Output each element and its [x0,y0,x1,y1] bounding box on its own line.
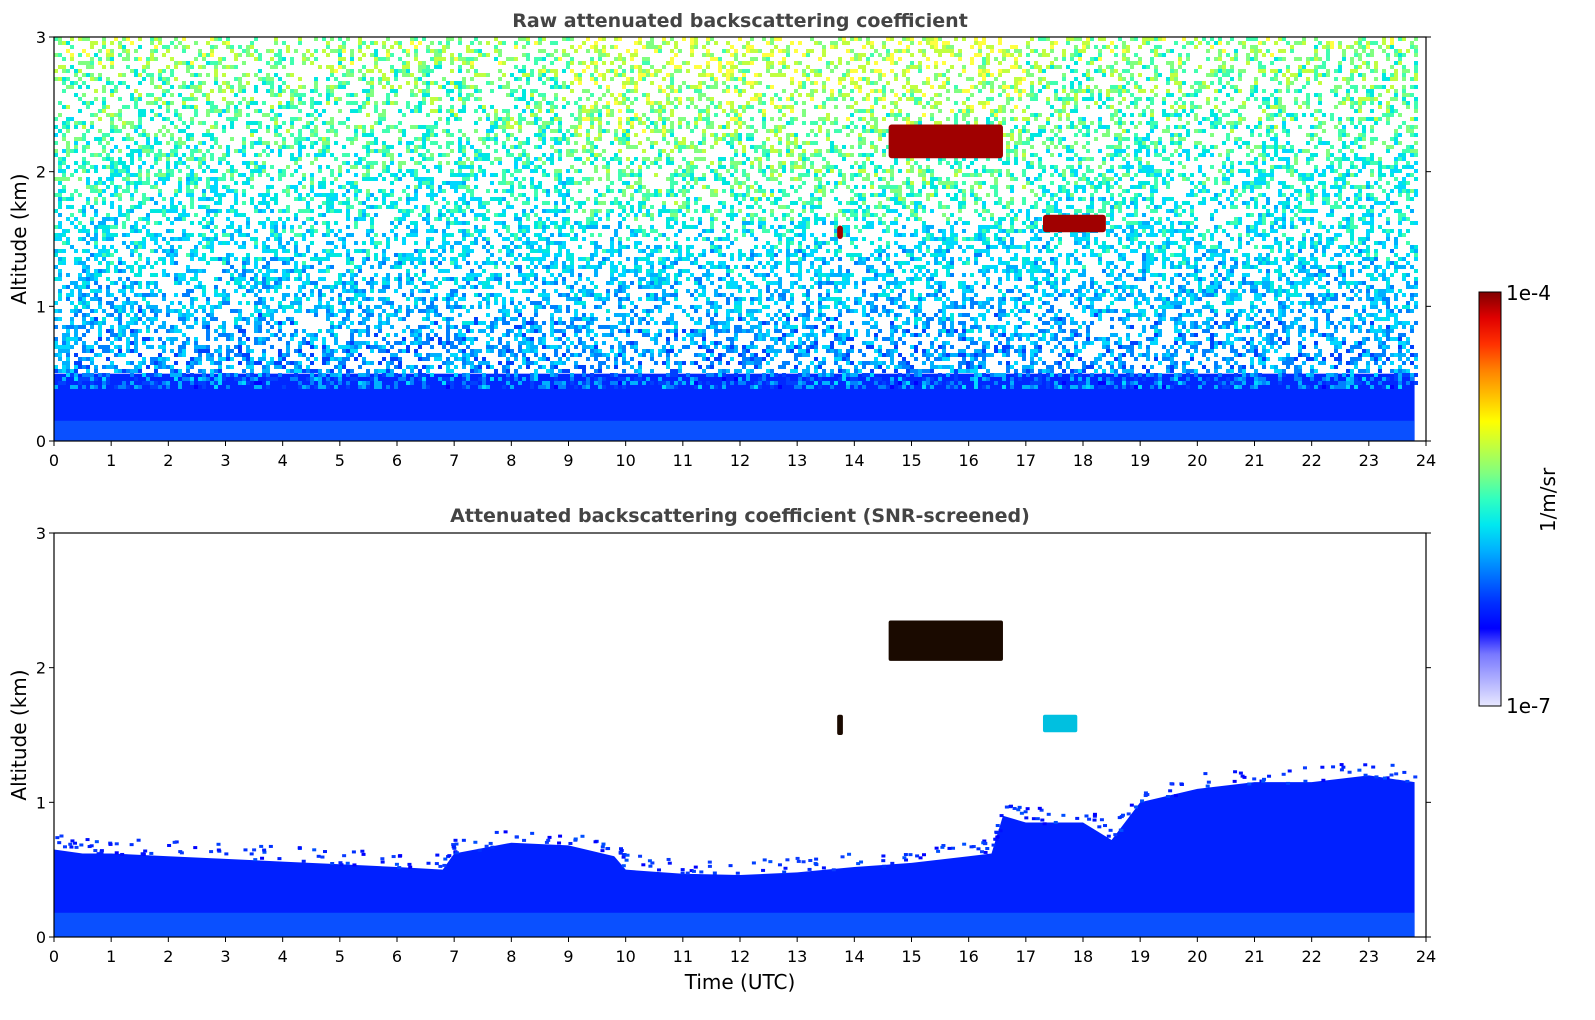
x-tick-label: 4 [278,451,288,470]
x-tick-label: 10 [615,947,635,966]
panel-screened-title: Attenuated backscattering coefficient (S… [450,505,1030,527]
x-tick-label: 6 [392,451,402,470]
x-tick-label: 22 [1301,451,1321,470]
x-tick-label: 9 [563,451,573,470]
x-tick-label: 19 [1130,451,1150,470]
x-tick-label: 22 [1301,947,1321,966]
x-tick-label: 16 [958,947,978,966]
x-tick-label: 7 [449,947,459,966]
colorbar-min-label: 1e-7 [1506,694,1551,718]
panel-raw-ylabel: Altitude (km) [7,173,31,304]
x-tick-label: 5 [335,451,345,470]
x-tick-label: 12 [730,947,750,966]
cloud-layer [837,225,843,239]
y-tick-label: 0 [36,432,46,451]
panel-raw-y-axis: 0 1 2 3 [36,28,1431,451]
panel-raw: Raw attenuated backscattering coefficien… [7,10,1436,470]
colorbar: 1e-4 1e-7 1/m/sr [1478,281,1560,718]
panel-raw-x-axis: 0 1 2 3 4 5 6 7 8 9 10 11 12 13 14 15 16 17 18 19 20 21 22 23 24 [49,441,1436,470]
x-tick-label: 19 [1130,947,1150,966]
x-tick-label: 8 [506,451,516,470]
x-tick-label: 15 [901,947,921,966]
cloud-layer [888,620,1003,661]
x-tick-label: 3 [220,947,230,966]
surface-layer [54,912,1415,937]
x-tick-label: 8 [506,947,516,966]
colorbar-unit-label: 1/m/sr [1536,467,1560,532]
x-tick-label: 17 [1016,947,1036,966]
y-tick-label: 2 [36,163,46,182]
panel-screened-x-axis: 0 1 2 3 4 5 6 7 8 9 10 11 12 13 14 15 16 17 18 19 20 21 22 23 24 [49,937,1436,966]
y-tick-label: 2 [36,659,46,678]
x-tick-label: 3 [220,451,230,470]
x-tick-label: 2 [163,451,173,470]
x-tick-label: 24 [1416,947,1436,966]
panel-screened: Attenuated backscattering coefficient (S… [7,505,1436,994]
x-tick-label: 0 [49,451,59,470]
x-tick-label: 4 [278,947,288,966]
x-tick-label: 16 [958,451,978,470]
cloud-layer [888,124,1003,159]
x-tick-label: 11 [673,451,693,470]
panel-screened-ylabel: Altitude (km) [7,669,31,800]
panel-screened-heatmap [54,620,1418,937]
x-tick-label: 0 [49,947,59,966]
x-tick-label: 14 [844,947,864,966]
panel-screened-xlabel: Time (UTC) [684,970,796,994]
x-tick-label: 12 [730,451,750,470]
y-tick-label: 1 [36,297,46,316]
x-tick-label: 9 [563,947,573,966]
panel-raw-heatmap [54,37,1418,441]
x-tick-label: 24 [1416,451,1436,470]
x-tick-label: 14 [844,451,864,470]
x-tick-label: 5 [335,947,345,966]
x-tick-label: 13 [787,947,807,966]
x-tick-label: 15 [901,451,921,470]
x-tick-label: 1 [106,451,116,470]
x-tick-label: 2 [163,947,173,966]
x-tick-label: 7 [449,451,459,470]
y-tick-label: 3 [36,524,46,543]
x-tick-label: 20 [1187,451,1207,470]
y-tick-label: 3 [36,28,46,47]
x-tick-label: 20 [1187,947,1207,966]
y-tick-label: 0 [36,928,46,947]
boundary-layer-area [54,775,1415,937]
x-tick-label: 23 [1359,947,1379,966]
cloud-layer [1042,714,1078,733]
x-tick-label: 1 [106,947,116,966]
x-tick-label: 17 [1016,451,1036,470]
x-tick-label: 11 [673,947,693,966]
panel-raw-title: Raw attenuated backscattering coefficien… [512,10,968,32]
x-tick-label: 10 [615,451,635,470]
colorbar-max-label: 1e-4 [1506,281,1551,305]
x-tick-label: 23 [1359,451,1379,470]
x-tick-label: 21 [1244,451,1264,470]
cloud-layer [837,714,843,735]
y-tick-label: 1 [36,793,46,812]
cloud-layer [1042,214,1106,233]
x-tick-label: 18 [1073,947,1093,966]
panel-screened-y-axis: 0 1 2 3 [36,524,1431,947]
surface-layer [54,420,1415,441]
x-tick-label: 6 [392,947,402,966]
x-tick-label: 18 [1073,451,1093,470]
x-tick-label: 21 [1244,947,1264,966]
colorbar-bar [1478,291,1502,707]
x-tick-label: 13 [787,451,807,470]
